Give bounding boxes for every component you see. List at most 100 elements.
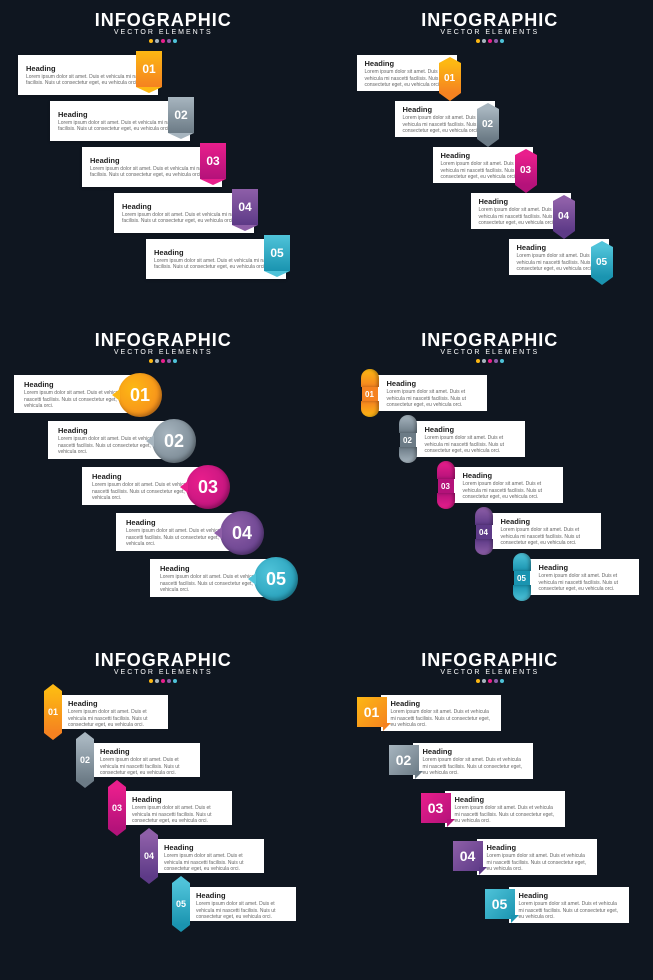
panel-title: INFOGRAPHIC [421,330,558,351]
infographic-panel: INFOGRAPHICVECTOR ELEMENTS Heading Lorem i… [327,10,653,330]
step-heading: Heading [539,563,631,572]
step-heading: Heading [455,795,557,804]
panel-subtitle: VECTOR ELEMENTS [440,29,539,36]
step-body: Lorem ipsum dolor sit amet. Duis et vehi… [423,757,525,777]
step-card: HeadingLorem ipsum dolor sit amet. Duis … [50,101,190,141]
panel-title: INFOGRAPHIC [421,10,558,31]
step-card: HeadingLorem ipsum dolor sit amet. Duis … [150,559,280,597]
dot [488,679,492,683]
step-card: HeadingLorem ipsum dolor sit amet. Duis … [381,695,501,731]
stair-container: HeadingLorem ipsum dolor sit amet. Duis … [0,55,327,295]
panel-subtitle: VECTOR ELEMENTS [440,669,539,676]
step-heading: Heading [425,425,517,434]
dot [500,679,504,683]
step-number-curl: 02 [399,415,417,465]
step-card: HeadingLorem ipsum dolor sit amet. Duis … [116,513,246,551]
step-number: 04 [453,841,483,871]
step-heading: Heading [517,243,601,252]
step-card: HeadingLorem ipsum dolor sit amet. Duis … [58,695,168,729]
panel-title: INFOGRAPHIC [421,650,558,671]
infographic-panel: INFOGRAPHICVECTOR ELEMENTSHeadingLorem i… [327,650,653,970]
step-heading: Heading [154,248,278,257]
dot [149,679,153,683]
panel-subtitle: VECTOR ELEMENTS [114,669,213,676]
panel-title: INFOGRAPHIC [95,10,232,31]
step-card: HeadingLorem ipsum dolor sit amet. Duis … [377,375,487,411]
step-number: 04 [220,511,264,555]
panel-title: INFOGRAPHIC [95,330,232,351]
stair-container: Heading Lorem ipsum dolor sit amet. Duis … [327,55,653,295]
dot [476,39,480,43]
panel-subtitle: VECTOR ELEMENTS [114,349,213,356]
step-heading: Heading [132,795,224,804]
stair-container: HeadingLorem ipsum dolor sit amet. Duis … [0,375,327,615]
infographic-panel: INFOGRAPHICVECTOR ELEMENTSHeadingLorem i… [0,650,327,970]
step-body: Lorem ipsum dolor sit amet. Duis et vehi… [425,435,517,455]
dot [500,359,504,363]
step-body: Lorem ipsum dolor sit amet. Duis et vehi… [90,166,214,179]
dot [161,359,165,363]
panel-subtitle: VECTOR ELEMENTS [114,29,213,36]
dot [173,359,177,363]
step-heading: Heading [387,379,479,388]
step-number: 01 [136,51,162,87]
step-number: 02 [477,109,499,139]
stair-container: HeadingLorem ipsum dolor sit amet. Duis … [0,695,327,935]
step-number: 02 [152,419,196,463]
step-card: HeadingLorem ipsum dolor sit amet. Duis … [413,743,533,779]
step-body: Lorem ipsum dolor sit amet. Duis et vehi… [154,258,278,271]
dot [155,39,159,43]
step-card: HeadingLorem ipsum dolor sit amet. Duis … [509,239,609,275]
step-card: HeadingLorem ipsum dolor sit amet. Duis … [357,55,457,91]
step-card: HeadingLorem ipsum dolor sit amet. Duis … [82,147,222,187]
step-body: Lorem ipsum dolor sit amet. Duis et vehi… [391,709,493,729]
step-number: 01 [118,373,162,417]
dot [173,39,177,43]
step-number: 03 [108,787,126,829]
step-heading: Heading [92,472,202,481]
step-heading: Heading [58,426,168,435]
step-body: Lorem ipsum dolor sit amet. Duis et vehi… [539,573,631,593]
step-heading: Heading [90,156,214,165]
step-body: Lorem ipsum dolor sit amet. Duis et vehi… [164,853,256,873]
step-card: HeadingLorem ipsum dolor sit amet. Duis … [154,839,264,873]
color-dots [476,39,504,43]
dot [167,39,171,43]
step-heading: Heading [24,380,134,389]
dot [482,39,486,43]
dot [476,359,480,363]
step-body: Lorem ipsum dolor sit amet. Duis et vehi… [68,709,160,729]
dot [494,679,498,683]
dot [149,359,153,363]
step-heading: Heading [423,747,525,756]
step-heading: Heading [58,110,182,119]
stair-container: HeadingLorem ipsum dolor sit amet. Duis … [327,695,653,935]
dot [500,39,504,43]
dot [482,359,486,363]
step-number: 02 [76,739,94,781]
step-heading: Heading [68,699,160,708]
step-number: 04 [232,189,258,225]
color-dots [476,359,504,363]
step-number: 05 [485,889,515,919]
step-heading: Heading [164,843,256,852]
step-card: HeadingLorem ipsum dolor sit amet. Duis … [114,193,254,233]
step-heading: Heading [196,891,288,900]
step-card: HeadingLorem ipsum dolor sit amet. Duis … [509,887,629,923]
step-body: Lorem ipsum dolor sit amet. Duis et vehi… [519,901,621,921]
step-body: Lorem ipsum dolor sit amet. Duis et vehi… [455,805,557,825]
color-dots [149,39,177,43]
step-card: HeadingLorem ipsum dolor sit amet. Duis … [433,147,533,183]
step-card: HeadingLorem ipsum dolor sit amet. Duis … [18,55,158,95]
step-card: HeadingLorem ipsum dolor sit amet. Duis … [445,791,565,827]
step-number: 01 [439,63,461,93]
step-heading: Heading [160,564,270,573]
step-number: 03 [200,143,226,179]
step-heading: Heading [487,843,589,852]
step-heading: Heading [501,517,593,526]
step-number: 01 [44,691,62,733]
step-body: Lorem ipsum dolor sit amet. Duis et vehi… [100,757,192,777]
dot [149,39,153,43]
step-body: Lorem ipsum dolor sit amet. Duis et vehi… [441,161,525,181]
step-card: HeadingLorem ipsum dolor sit amet. Duis … [82,467,212,505]
